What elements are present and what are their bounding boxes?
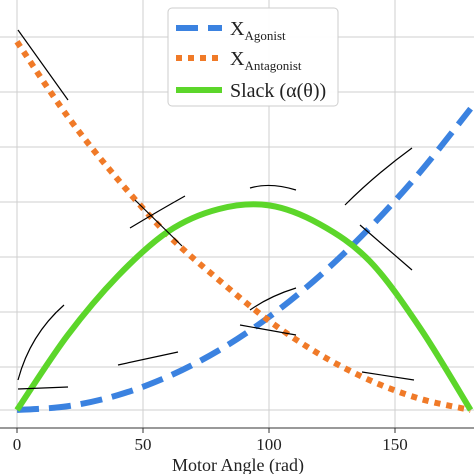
x-tick-label: 100	[256, 435, 282, 454]
x-tick-label: 50	[135, 435, 152, 454]
annotation-arrow	[344, 147, 413, 206]
annotation-arrows	[17, 29, 415, 390]
annotation-arrow	[361, 371, 415, 381]
x-tick-label: 0	[13, 435, 22, 454]
annotation-arrow	[117, 351, 179, 366]
annotation-arrow	[17, 386, 69, 390]
legend-label-2: Slack (α(θ))	[230, 80, 326, 102]
legend-label-sub-1: Antagonist	[244, 58, 301, 73]
annotation-arrow	[17, 29, 69, 101]
legend-label-sub-0: Agonist	[244, 28, 286, 43]
annotation-arrow	[17, 304, 65, 381]
annotation-arrow	[134, 199, 183, 247]
series-group	[14, 40, 474, 413]
annotation-arrow	[239, 324, 297, 336]
annotation-arrow	[249, 184, 297, 191]
x-axis-label: Motor Angle (rad)	[172, 455, 304, 474]
legend-box	[167, 7, 339, 107]
annotation-arrow	[129, 195, 186, 229]
annotation-arrow	[249, 287, 297, 311]
series-line-2	[14, 201, 474, 412]
annotation-arrow	[359, 224, 413, 271]
x-tick-label: 150	[382, 435, 408, 454]
series-line-0	[16, 106, 473, 413]
series-line-1	[14, 40, 472, 413]
